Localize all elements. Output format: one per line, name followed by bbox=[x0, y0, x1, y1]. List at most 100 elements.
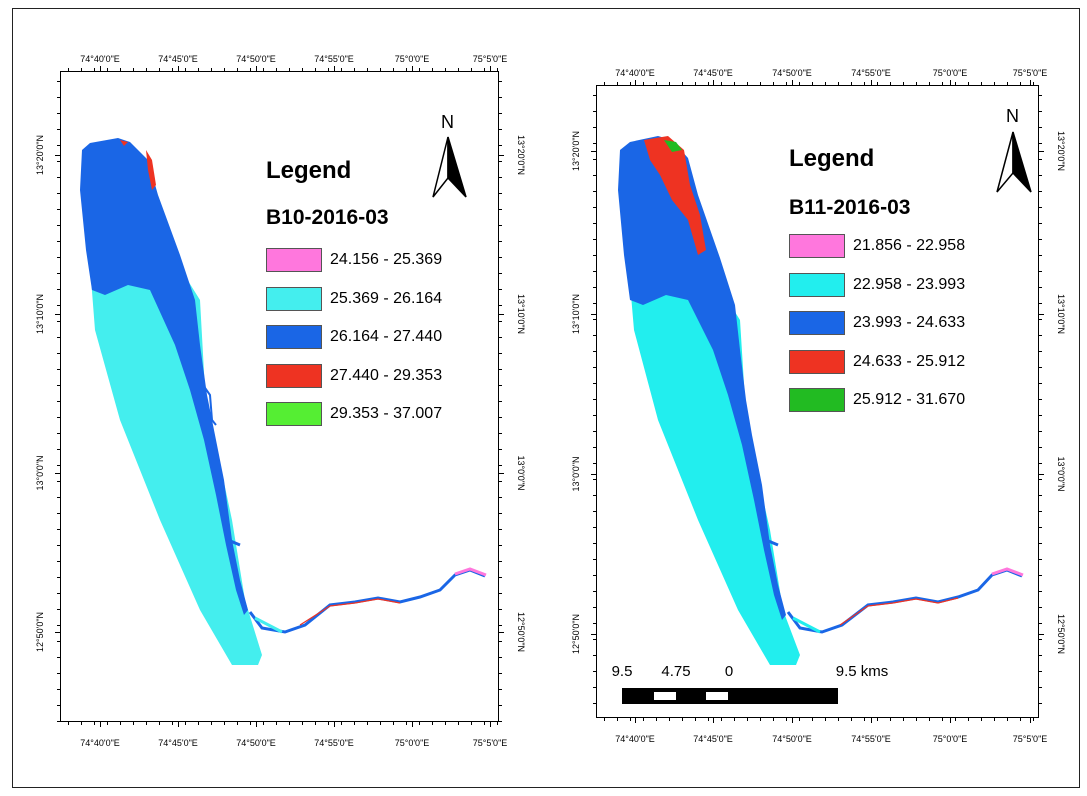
minor-tick bbox=[1039, 239, 1042, 240]
minor-tick bbox=[593, 239, 596, 240]
minor-tick bbox=[107, 722, 108, 725]
legend-layer-b11: B11-2016-03 bbox=[789, 196, 911, 219]
minor-tick bbox=[593, 623, 596, 624]
minor-tick bbox=[593, 671, 596, 672]
minor-tick bbox=[499, 401, 502, 402]
tick bbox=[713, 718, 714, 723]
tick bbox=[499, 314, 504, 315]
minor-tick bbox=[57, 97, 60, 98]
lon-label-bottom: 75°0'0"E bbox=[394, 738, 430, 748]
minor-tick bbox=[593, 639, 596, 640]
legend-swatch bbox=[789, 234, 845, 258]
lat-label-right: 13°10'0"N bbox=[1056, 293, 1066, 335]
minor-tick bbox=[499, 561, 502, 562]
minor-tick bbox=[499, 641, 502, 642]
minor-tick bbox=[57, 385, 60, 386]
minor-tick bbox=[499, 305, 502, 306]
minor-tick bbox=[57, 161, 60, 162]
minor-tick bbox=[1039, 415, 1042, 416]
minor-tick bbox=[419, 722, 420, 725]
tick bbox=[334, 722, 335, 727]
minor-tick bbox=[393, 722, 394, 725]
minor-tick bbox=[471, 722, 472, 725]
minor-tick bbox=[198, 68, 199, 71]
minor-tick bbox=[747, 82, 748, 85]
lat-label-left: 12°50'0"N bbox=[571, 613, 581, 655]
minor-tick bbox=[994, 82, 995, 85]
lon-label-bottom: 75°0'0"E bbox=[932, 734, 968, 744]
tick bbox=[412, 66, 413, 71]
minor-tick bbox=[593, 543, 596, 544]
minor-tick bbox=[593, 559, 596, 560]
minor-tick bbox=[955, 82, 956, 85]
legend-layer-b10: B10-2016-03 bbox=[266, 206, 389, 229]
minor-tick bbox=[593, 447, 596, 448]
tick bbox=[256, 722, 257, 727]
minor-tick bbox=[499, 577, 502, 578]
minor-tick bbox=[643, 718, 644, 721]
minor-tick bbox=[593, 319, 596, 320]
tick bbox=[635, 80, 636, 85]
minor-tick bbox=[981, 82, 982, 85]
minor-tick bbox=[593, 511, 596, 512]
minor-tick bbox=[968, 82, 969, 85]
minor-tick bbox=[1039, 511, 1042, 512]
legend-swatch bbox=[266, 325, 322, 349]
minor-tick bbox=[1020, 718, 1021, 721]
lon-label-bottom: 74°55'0"E bbox=[314, 738, 354, 748]
lat-label-left: 13°20'0"N bbox=[571, 130, 581, 172]
minor-tick bbox=[593, 463, 596, 464]
minor-tick bbox=[682, 82, 683, 85]
minor-tick bbox=[499, 113, 502, 114]
minor-tick bbox=[1039, 575, 1042, 576]
minor-tick bbox=[57, 177, 60, 178]
b10-class-26164-region bbox=[80, 138, 248, 615]
minor-tick bbox=[499, 257, 502, 258]
minor-tick bbox=[499, 593, 502, 594]
minor-tick bbox=[499, 81, 502, 82]
legend-swatch bbox=[266, 286, 322, 311]
minor-tick bbox=[593, 287, 596, 288]
tick bbox=[871, 718, 872, 723]
minor-tick bbox=[57, 225, 60, 226]
minor-tick bbox=[367, 722, 368, 725]
minor-tick bbox=[497, 722, 498, 725]
minor-tick bbox=[146, 722, 147, 725]
minor-tick bbox=[68, 68, 69, 71]
minor-tick bbox=[328, 722, 329, 725]
minor-tick bbox=[903, 82, 904, 85]
minor-tick bbox=[916, 718, 917, 721]
minor-tick bbox=[172, 68, 173, 71]
minor-tick bbox=[773, 718, 774, 721]
lat-label-right: 13°20'0"N bbox=[516, 134, 526, 176]
minor-tick bbox=[1039, 527, 1042, 528]
minor-tick bbox=[630, 718, 631, 721]
minor-tick bbox=[263, 68, 264, 71]
minor-tick bbox=[499, 721, 502, 722]
minor-tick bbox=[593, 335, 596, 336]
legend-swatch bbox=[789, 311, 845, 335]
tick bbox=[591, 474, 596, 475]
minor-tick bbox=[458, 68, 459, 71]
minor-tick bbox=[57, 625, 60, 626]
minor-tick bbox=[1039, 399, 1042, 400]
tick bbox=[490, 722, 491, 727]
minor-tick bbox=[499, 225, 502, 226]
tick bbox=[1039, 634, 1044, 635]
minor-tick bbox=[721, 82, 722, 85]
tick bbox=[713, 80, 714, 85]
minor-tick bbox=[499, 625, 502, 626]
lat-label-left: 13°10'0"N bbox=[35, 293, 45, 335]
minor-tick bbox=[499, 161, 502, 162]
minor-tick bbox=[263, 722, 264, 725]
minor-tick bbox=[708, 718, 709, 721]
legend-swatch bbox=[789, 388, 845, 412]
minor-tick bbox=[393, 68, 394, 71]
lon-label-top: 74°50'0"E bbox=[236, 54, 276, 64]
minor-tick bbox=[499, 369, 502, 370]
minor-tick bbox=[916, 82, 917, 85]
tick bbox=[100, 66, 101, 71]
minor-tick bbox=[172, 722, 173, 725]
